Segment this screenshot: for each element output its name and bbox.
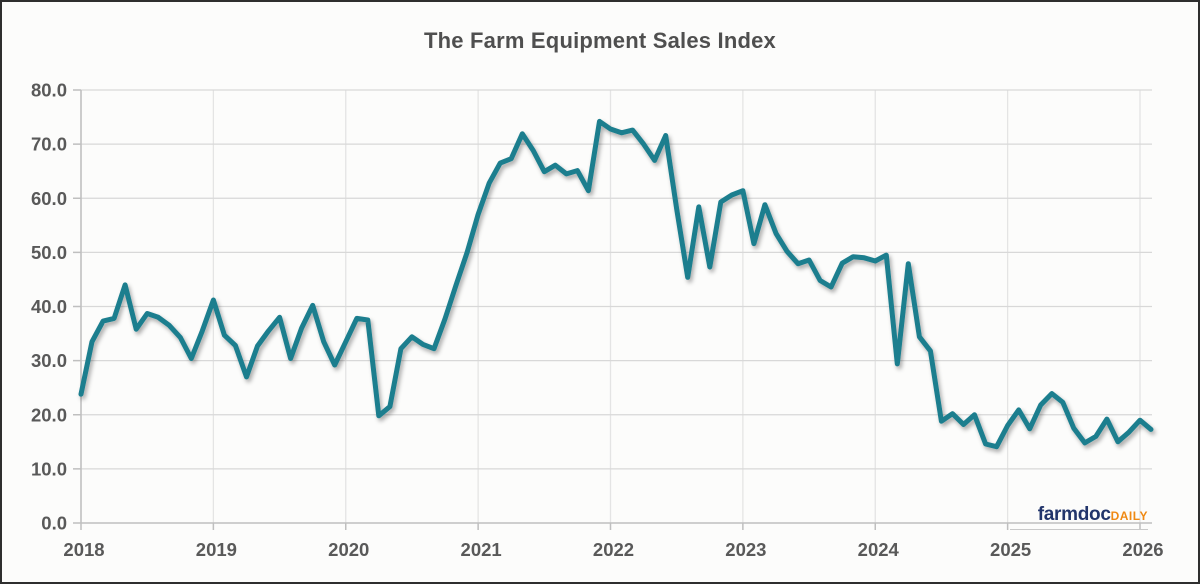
farmdoc-logo-text: farmdoc: [1037, 504, 1111, 525]
y-tick-label: 80.0: [31, 80, 67, 101]
x-tick-label: 2019: [196, 539, 237, 560]
x-tick-label: 2026: [1122, 539, 1163, 560]
sales-index-line: [78, 118, 1154, 450]
chart-title: The Farm Equipment Sales Index: [424, 28, 776, 53]
logo-divider-line: [1010, 529, 1148, 530]
y-tick-label: 10.0: [31, 458, 67, 479]
y-tick-label: 50.0: [31, 242, 67, 263]
farmdoc-daily-logo: farmdocDAILY: [1038, 505, 1148, 524]
x-tick-label: 2025: [990, 539, 1031, 560]
x-tick-label: 2020: [328, 539, 369, 560]
x-tick-label: 2024: [858, 539, 900, 560]
x-tick-label: 2018: [63, 539, 104, 560]
x-tick-label: 2022: [593, 539, 634, 560]
x-tick-label: 2023: [725, 539, 766, 560]
x-tick-label: 2021: [461, 539, 502, 560]
y-tick-label: 30.0: [31, 350, 67, 371]
y-tick-label: 70.0: [31, 134, 67, 155]
y-tick-label: 40.0: [31, 296, 67, 317]
y-tick-label: 0.0: [41, 513, 67, 534]
y-tick-label: 20.0: [31, 404, 67, 425]
y-tick-label: 60.0: [31, 188, 67, 209]
daily-logo-text: DAILY: [1110, 509, 1148, 523]
